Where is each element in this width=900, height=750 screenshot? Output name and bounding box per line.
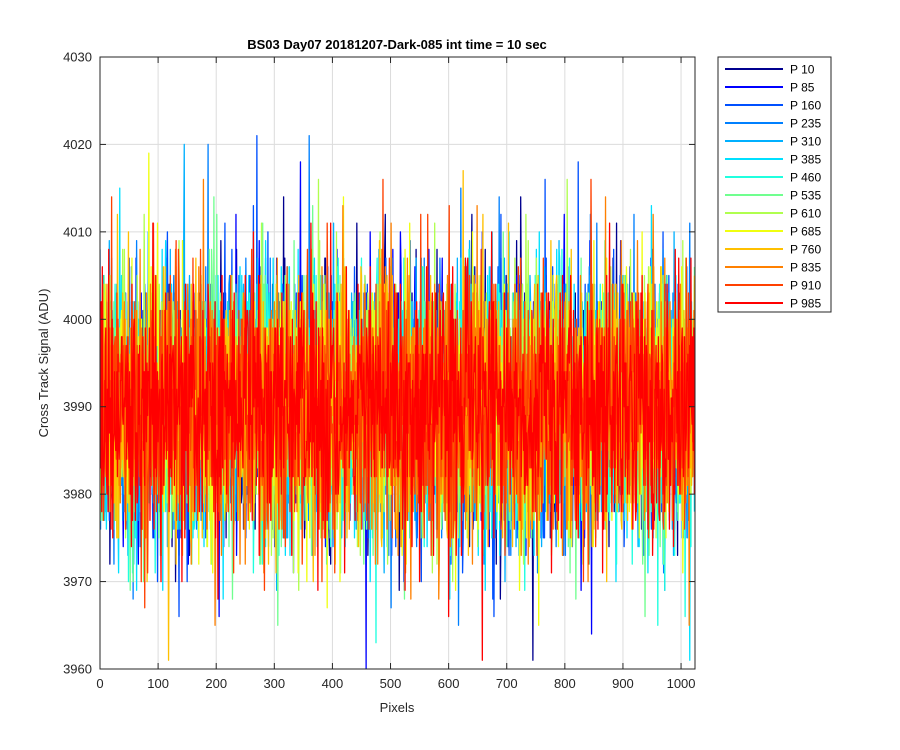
legend-label: P 535 — [790, 189, 821, 203]
y-tick-label: 3990 — [63, 399, 92, 414]
y-tick-label: 4000 — [63, 312, 92, 327]
y-tick-label: 4010 — [63, 224, 92, 239]
legend-label: P 835 — [790, 261, 821, 275]
axes-box — [99, 56, 696, 670]
legend-label: P 310 — [790, 135, 821, 149]
x-tick-label: 700 — [496, 676, 518, 691]
legend-label: P 160 — [790, 99, 821, 113]
x-axis-label: Pixels — [380, 700, 415, 715]
x-tick-label: 100 — [147, 676, 169, 691]
x-tick-label: 900 — [612, 676, 634, 691]
series-line — [100, 222, 695, 661]
legend-label: P 610 — [790, 207, 821, 221]
legend-label: P 985 — [790, 297, 821, 311]
y-tick-label: 4030 — [63, 50, 92, 65]
legend-label: P 685 — [790, 225, 821, 239]
ticks: 0 100 200 300 400 500 600 700 800 900 1000 3960 3970… — [63, 50, 695, 692]
x-tick-label: 1000 — [667, 676, 696, 691]
legend-label: P 385 — [790, 153, 821, 167]
legend-label: P 10 — [790, 63, 815, 77]
y-axis-label: Cross Track Signal (ADU) — [36, 289, 51, 438]
y-tick-label: 3970 — [63, 574, 92, 589]
legend-label: P 760 — [790, 243, 821, 257]
legend-label: P 235 — [790, 117, 821, 131]
x-tick-label: 300 — [263, 676, 285, 691]
legend[interactable]: P 10 P 85 P 160 P 235 P 310 P 385 P 460 P 535 P … — [717, 56, 832, 313]
legend-box — [717, 56, 832, 313]
x-tick-label: 0 — [96, 676, 103, 691]
x-tick-label: 500 — [380, 676, 402, 691]
legend-label: P 910 — [790, 279, 821, 293]
chart-title: BS03 Day07 20181207-Dark-085 int time = … — [247, 37, 547, 52]
x-tick-label: 800 — [554, 676, 576, 691]
x-tick-label: 200 — [205, 676, 227, 691]
legend-label: P 85 — [790, 81, 815, 95]
x-tick-label: 400 — [322, 676, 344, 691]
legend-entries: P 10 P 85 P 160 P 235 P 310 P 385 P 460 P 535 P … — [725, 63, 821, 311]
y-tick-label: 3980 — [63, 487, 92, 502]
y-tick-label: 4020 — [63, 137, 92, 152]
series-layer — [100, 135, 695, 669]
y-tick-label: 3960 — [63, 662, 92, 677]
legend-label: P 460 — [790, 171, 821, 185]
x-tick-label: 600 — [438, 676, 460, 691]
